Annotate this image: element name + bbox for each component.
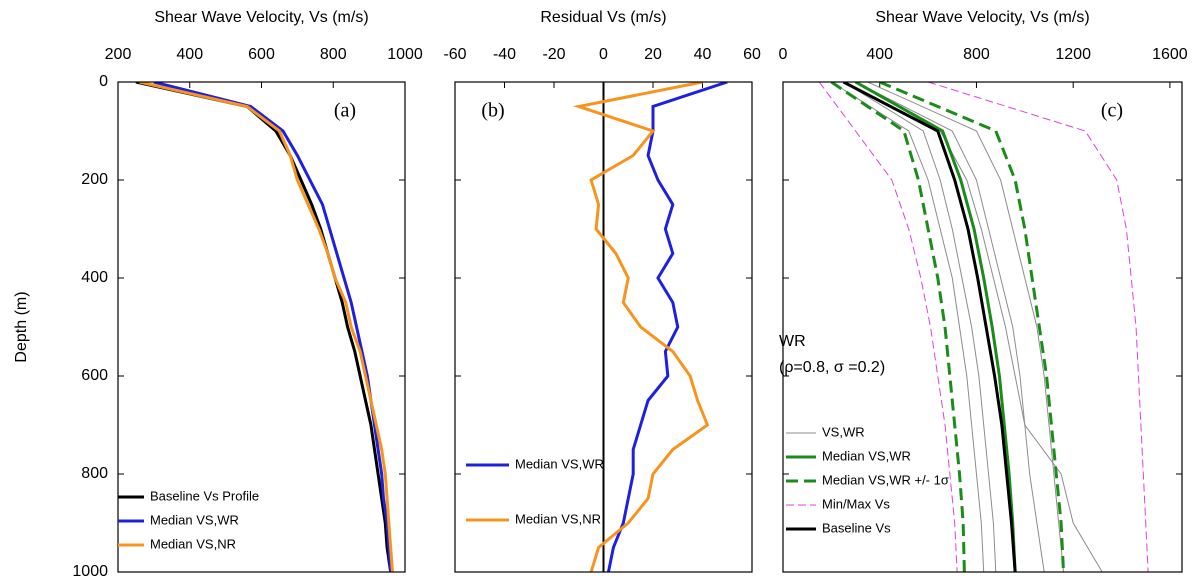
legend-label: Median VS,NR <box>150 536 236 551</box>
annotation: (ρ=0.8, σ =0.2) <box>779 359 885 376</box>
x-tick-label: 800 <box>320 46 347 63</box>
x-tick-label: 200 <box>105 46 132 63</box>
x-tick-label: 0 <box>599 46 608 63</box>
series-line <box>572 82 710 572</box>
x-tick-label: 400 <box>866 46 893 63</box>
series-line <box>843 82 997 572</box>
series-line <box>830 82 966 572</box>
annotation: WR <box>779 333 806 350</box>
x-tick-label: 800 <box>963 46 990 63</box>
legend-label: Median VS,NR <box>515 511 601 526</box>
series-line <box>879 82 1066 572</box>
series-line <box>139 82 394 572</box>
y-tick-label: 1000 <box>72 563 108 580</box>
chart-title: Residual Vs (m/s) <box>540 9 666 26</box>
series-line <box>867 82 1065 572</box>
y-tick-label: 0 <box>99 73 108 90</box>
x-tick-label: 1000 <box>387 46 423 63</box>
legend-label: Median VS,WR <box>150 512 239 527</box>
legend-label: Median VS,WR <box>515 456 604 471</box>
series-line <box>831 82 985 572</box>
annotation: (a) <box>334 100 356 122</box>
plot-frame <box>782 81 1183 573</box>
annotation: (b) <box>481 100 504 122</box>
annotation: (c) <box>1101 100 1123 122</box>
x-tick-label: 1200 <box>1055 46 1091 63</box>
series-line <box>854 82 1017 572</box>
plot-frame <box>454 81 753 573</box>
series-line <box>842 82 1017 572</box>
x-tick-label: 60 <box>743 46 761 63</box>
chart-title: Shear Wave Velocity, Vs (m/s) <box>875 9 1089 26</box>
x-tick-label: 600 <box>248 46 275 63</box>
x-tick-label: 400 <box>176 46 203 63</box>
series-line <box>855 82 1045 572</box>
legend-label: Median VS,WR +/- 1σ <box>822 472 949 487</box>
series-line <box>818 82 958 572</box>
series-line <box>927 82 1149 572</box>
y-tick-label: 800 <box>81 465 108 482</box>
series-line <box>606 82 728 572</box>
x-tick-label: -60 <box>443 46 466 63</box>
x-tick-label: -20 <box>542 46 565 63</box>
legend-label: Min/Max Vs <box>822 496 890 511</box>
legend-label: VS,WR <box>822 424 865 439</box>
x-tick-label: 20 <box>644 46 662 63</box>
y-tick-label: 600 <box>81 367 108 384</box>
y-tick-label: 400 <box>81 269 108 286</box>
y-tick-label: 200 <box>81 171 108 188</box>
plot-frame <box>117 81 406 573</box>
legend-label: Baseline Vs <box>822 520 891 535</box>
x-tick-label: 40 <box>694 46 712 63</box>
series-line <box>153 82 393 572</box>
legend-label: Baseline Vs Profile <box>150 488 259 503</box>
legend-label: Median VS,WR <box>822 448 911 463</box>
chart-title: Shear Wave Velocity, Vs (m/s) <box>154 9 368 26</box>
series-line <box>855 82 1103 572</box>
y-axis-label: Depth (m) <box>13 291 30 362</box>
x-tick-label: 0 <box>779 46 788 63</box>
x-tick-label: -40 <box>493 46 516 63</box>
x-tick-label: 1600 <box>1152 46 1188 63</box>
